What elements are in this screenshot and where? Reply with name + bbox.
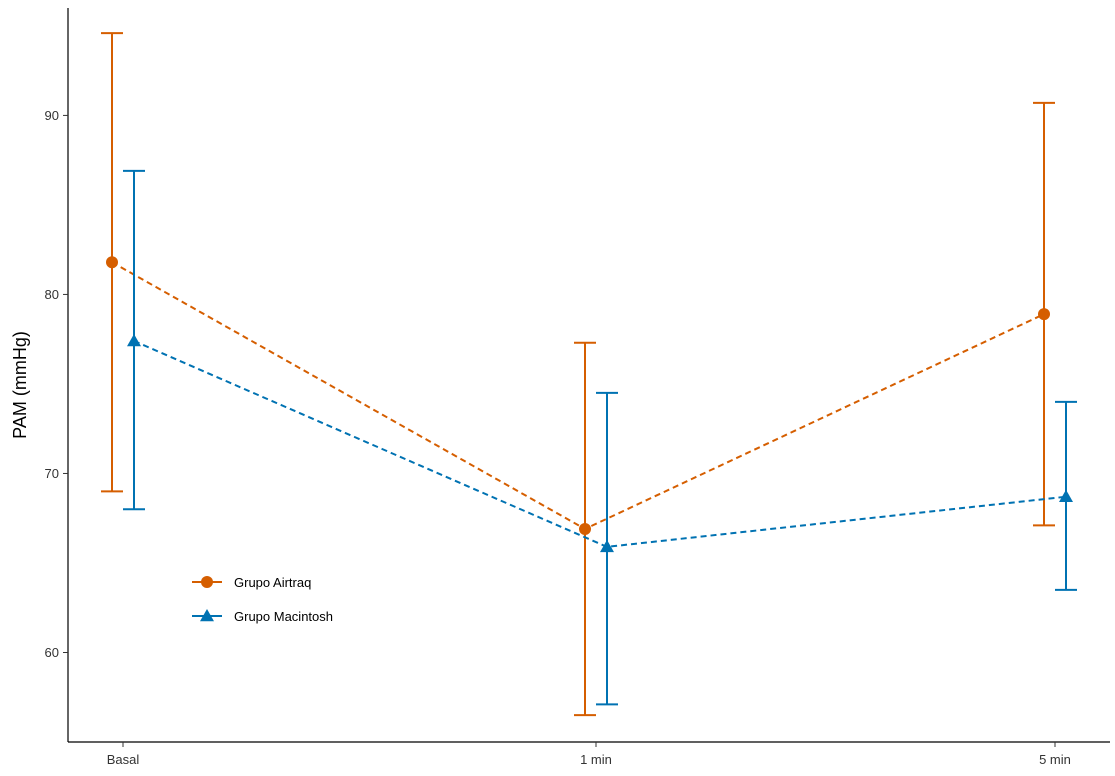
y-tick-label: 80: [45, 287, 59, 302]
legend-item-1: Grupo Macintosh: [192, 609, 333, 624]
x-tick-label: 1 min: [580, 752, 612, 767]
y-tick-label: 90: [45, 108, 59, 123]
axes: 60 70 80 90 Basal 1 min 5 min PAM (mmHg): [10, 8, 1110, 767]
series-line: [133, 340, 1067, 548]
x-tick-label: 5 min: [1039, 752, 1071, 767]
series-layer: [101, 32, 1077, 717]
series-1: [123, 169, 1077, 706]
series-line: [111, 261, 1045, 531]
legend-item-0: Grupo Airtraq: [192, 575, 311, 590]
data-point: [1038, 308, 1050, 321]
legend: Grupo Airtraq Grupo Macintosh: [192, 575, 333, 624]
data-point: [1059, 489, 1073, 502]
y-tick-label: 60: [45, 645, 59, 660]
series-0: [101, 32, 1055, 717]
legend-label: Grupo Airtraq: [234, 575, 311, 590]
legend-label: Grupo Macintosh: [234, 609, 333, 624]
legend-swatch-marker: [201, 576, 213, 588]
data-point: [600, 539, 614, 553]
data-point: [106, 256, 118, 269]
x-tick-label: Basal: [107, 752, 140, 767]
data-point: [127, 333, 141, 347]
data-point: [579, 522, 591, 535]
y-tick-label: 70: [45, 466, 59, 481]
y-axis-title: PAM (mmHg): [10, 331, 30, 439]
legend-swatch-marker: [200, 609, 214, 622]
